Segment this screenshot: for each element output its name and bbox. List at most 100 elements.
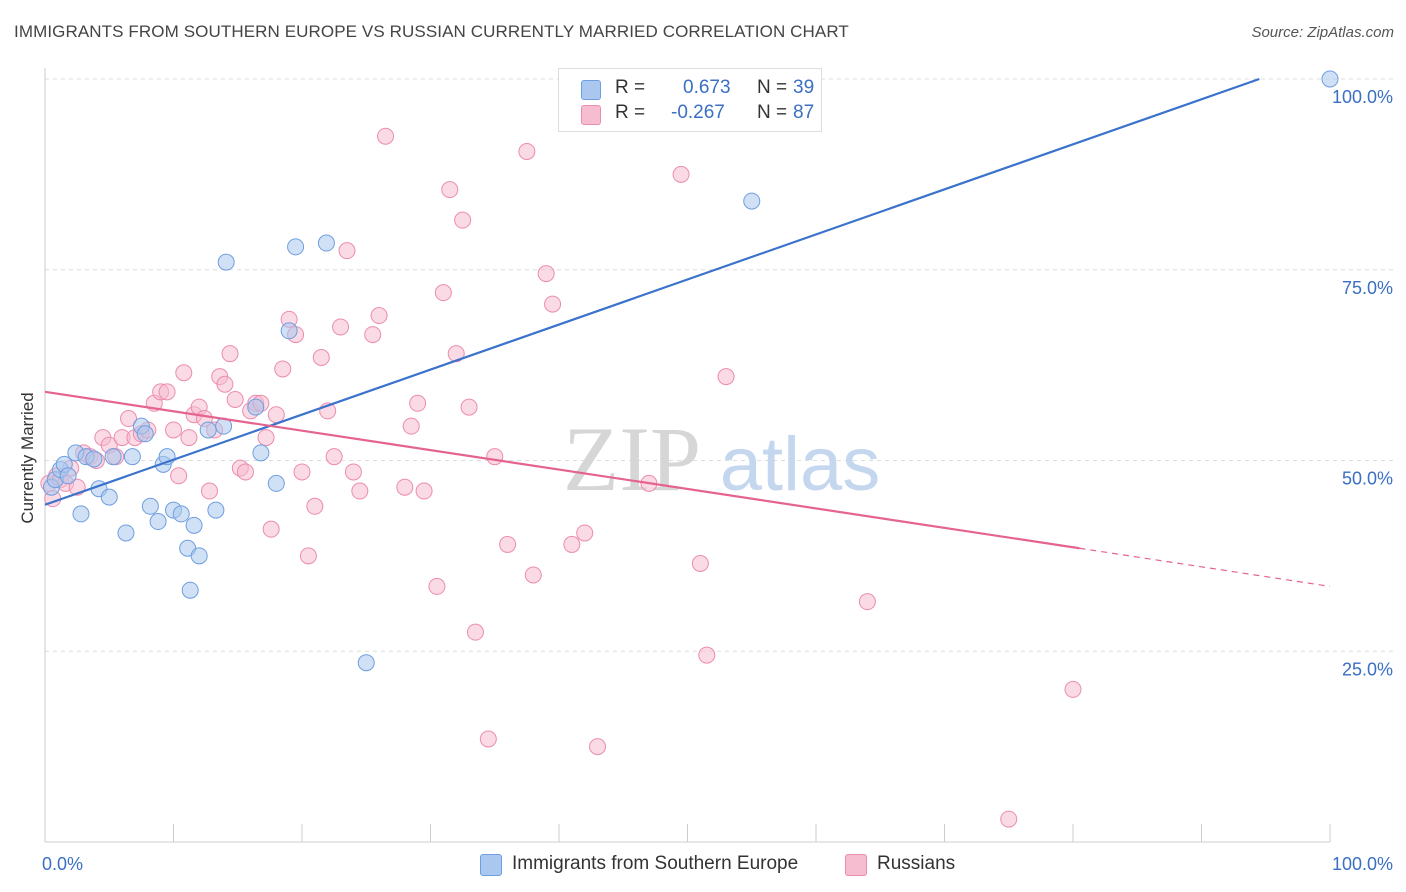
watermark-atlas: atlas — [720, 422, 881, 507]
russians-point-81 — [691, 555, 709, 573]
immigrants-point-33 — [280, 322, 298, 340]
russians-point-59 — [402, 417, 420, 435]
immigrants-point-24 — [190, 547, 208, 565]
legend-n-value: 39 — [793, 77, 815, 98]
russians-point-70 — [486, 448, 504, 466]
russians-point-56 — [370, 307, 388, 325]
russians-point-78 — [589, 738, 607, 756]
russians-point-55 — [364, 326, 382, 344]
trend-extension-russians — [1079, 547, 1331, 587]
immigrants-point-6 — [72, 505, 90, 523]
legend-r-value: 0.673 — [683, 77, 731, 98]
russians-point-45 — [293, 463, 311, 481]
russians-point-75 — [544, 295, 562, 313]
immigrants-point-31 — [252, 444, 270, 462]
watermark-zip: ZIP — [563, 408, 701, 510]
trend-lines — [44, 77, 1331, 587]
immigrants-point-29 — [217, 253, 235, 271]
russians-point-33 — [226, 390, 244, 408]
trend-line-russians — [44, 390, 1080, 550]
russians-point-32 — [221, 345, 239, 363]
russians-point-85 — [1064, 680, 1082, 698]
legend-r-value: -0.267 — [671, 102, 725, 123]
russians-point-57 — [377, 127, 395, 145]
y-tick-label-3: 100.0% — [1332, 87, 1393, 107]
russians-point-63 — [434, 284, 452, 302]
russians-point-31 — [216, 375, 234, 393]
immigrants-point-37 — [743, 192, 761, 210]
russians-point-39 — [257, 429, 275, 447]
russians-point-66 — [454, 211, 472, 229]
immigrants-point-27 — [207, 501, 225, 519]
immigrants-point-13 — [123, 448, 141, 466]
immigrants-point-36 — [357, 654, 375, 672]
legend-r-label: R = — [615, 77, 646, 98]
y-tick-label-0: 25.0% — [1342, 659, 1393, 679]
legend-n-value: 87 — [793, 102, 815, 123]
series-russians — [40, 127, 1082, 828]
immigrants-point-16 — [141, 497, 159, 515]
russians-point-53 — [344, 463, 362, 481]
legend-n-label: N = — [757, 102, 788, 123]
watermark: ZIP atlas — [563, 408, 880, 510]
russians-point-41 — [267, 406, 285, 424]
russians-point-86 — [1000, 810, 1018, 828]
immigrants-point-34 — [287, 238, 305, 256]
source-credit: Source: ZipAtlas.com — [1251, 24, 1394, 41]
russians-point-28 — [200, 482, 218, 500]
immigrants-point-25 — [181, 581, 199, 599]
russians-point-72 — [518, 142, 536, 160]
russians-point-73 — [524, 566, 542, 584]
legend-n-label: N = — [757, 77, 788, 98]
russians-point-74 — [537, 265, 555, 283]
stats-legend: R = 0.673 N = 39 R = -0.267 N = 87 — [558, 68, 822, 132]
russians-point-50 — [325, 448, 343, 466]
russians-point-40 — [262, 520, 280, 538]
russians-point-14 — [120, 410, 138, 428]
tick-labels: 25.0% 50.0% 75.0% 100.0% 0.0% 100.0% — [42, 87, 1393, 874]
trend-line-immigrants — [44, 77, 1260, 506]
immigrants-point-32 — [267, 474, 285, 492]
bottom-legend-label: Immigrants from Southern Europe — [512, 853, 799, 874]
immigrants-point-4 — [59, 467, 77, 485]
russians-point-52 — [338, 242, 356, 260]
russians-point-42 — [274, 360, 292, 378]
immigrants-point-23 — [185, 516, 203, 534]
russians-point-58 — [396, 478, 414, 496]
bottom-legend-label: Russians — [877, 853, 956, 874]
y-tick-label-1: 50.0% — [1342, 469, 1393, 489]
russians-point-60 — [409, 394, 427, 412]
legend-swatch-blue — [581, 80, 601, 100]
russians-point-62 — [428, 577, 446, 595]
bottom-legend-swatch-pink — [845, 854, 867, 876]
russians-point-21 — [165, 421, 182, 439]
immigrants-point-12 — [117, 524, 135, 542]
y-tick-label-2: 75.0% — [1342, 278, 1393, 298]
russians-point-47 — [306, 497, 324, 515]
russians-point-80 — [672, 165, 690, 183]
immigrants-point-38 — [1321, 70, 1339, 88]
russians-point-68 — [466, 623, 484, 641]
russians-point-64 — [441, 181, 459, 199]
x-tick-label-0: 0.0% — [42, 854, 83, 874]
immigrants-point-17 — [149, 513, 167, 531]
russians-point-35 — [236, 463, 254, 481]
russians-point-51 — [332, 318, 350, 336]
axes — [44, 68, 1331, 843]
russians-point-67 — [460, 398, 478, 416]
russians-point-71 — [499, 535, 517, 553]
russians-point-54 — [351, 482, 369, 500]
russians-point-46 — [299, 547, 317, 565]
russians-point-61 — [415, 482, 433, 500]
legend-swatch-pink — [581, 105, 601, 125]
immigrants-point-21 — [172, 505, 190, 523]
immigrants-point-10 — [100, 488, 118, 506]
russians-point-77 — [576, 524, 594, 542]
immigrants-point-35 — [317, 234, 335, 252]
russians-point-20 — [158, 383, 176, 401]
y-axis-label: Currently Married — [18, 392, 37, 524]
russians-point-48 — [312, 348, 330, 366]
immigrants-point-8 — [85, 450, 103, 468]
russians-point-82 — [698, 646, 716, 664]
